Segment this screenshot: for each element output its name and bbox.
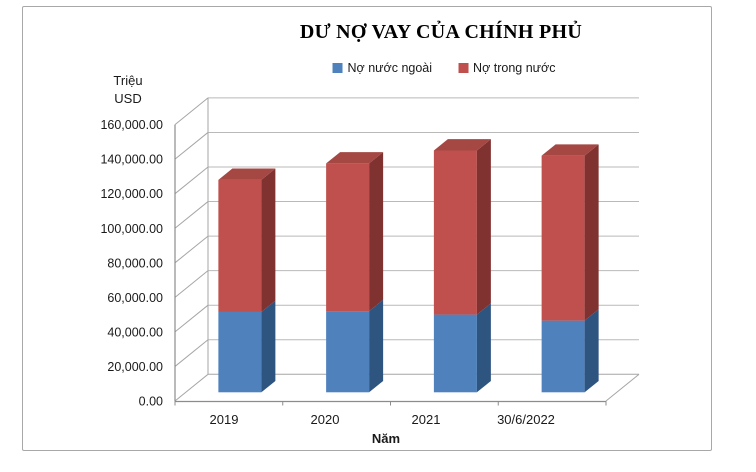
- bar-segment-side-30/6/2022-1: [584, 144, 599, 321]
- y-tick-label: 160,000.00: [100, 118, 163, 132]
- bar-segment-front-30/6/2022-1: [541, 155, 585, 321]
- y-tick-label: 100,000.00: [100, 222, 163, 236]
- chart-title: DƯ NỢ VAY CỦA CHÍNH PHỦ: [299, 21, 583, 43]
- legend: Nợ nước ngoài Nợ trong nước: [332, 61, 555, 75]
- bar-segment-front-2019-1: [218, 179, 262, 312]
- x-category-label: 30/6/2022: [497, 412, 555, 427]
- bar-segment-front-30/6/2022-0: [541, 320, 585, 393]
- tick-depth-line: [174, 132, 209, 160]
- tick-depth-line: [174, 270, 209, 298]
- y-axis-unit-label: Triệu USD: [113, 72, 142, 108]
- y-tick-label: 60,000.00: [107, 291, 163, 305]
- floor-right-edge: [605, 373, 640, 402]
- bar-segment-side-2020-0: [369, 299, 384, 393]
- y-tick-label: 140,000.00: [100, 153, 163, 167]
- bar-segment-side-2021-0: [476, 303, 491, 393]
- y-axis-unit-line2: USD: [114, 91, 142, 106]
- x-category-label: 2019: [210, 412, 239, 427]
- tick-depth-line: [174, 97, 209, 125]
- y-axis-unit-line1: Triệu: [113, 73, 143, 88]
- y-tick-label: 20,000.00: [107, 360, 163, 374]
- x-axis-title: Năm: [371, 431, 401, 446]
- tick-depth-line: [174, 373, 209, 402]
- y-tick-label: 120,000.00: [100, 187, 163, 201]
- y-tick-label: 80,000.00: [107, 256, 163, 270]
- tick-depth-line: [174, 201, 209, 229]
- y-tick-label: 0.00: [139, 395, 163, 409]
- legend-item-domestic-debt: Nợ trong nước: [458, 61, 555, 75]
- bar-segment-side-30/6/2022-0: [584, 309, 599, 393]
- bar-top-2021: [433, 139, 491, 151]
- legend-item-foreign-debt: Nợ nước ngoài: [332, 61, 433, 75]
- legend-swatch-domestic-debt: [458, 63, 469, 73]
- legend-label-foreign-debt: Nợ nước ngoài: [347, 61, 433, 75]
- bar-segment-side-2019-1: [261, 168, 276, 312]
- tick-depth-line: [174, 304, 209, 333]
- bar-segment-side-2021-1: [476, 139, 491, 315]
- bar-segment-front-2021-1: [433, 150, 477, 315]
- x-category-label: 2020: [311, 412, 340, 427]
- bar-segment-front-2019-0: [218, 311, 262, 393]
- x-category-label: 2021: [412, 412, 441, 427]
- bar-segment-side-2019-0: [261, 300, 276, 393]
- tick-depth-line: [174, 339, 209, 367]
- bar-segment-front-2020-1: [326, 163, 370, 312]
- bar-top-30/6/2022: [541, 144, 599, 156]
- legend-swatch-foreign-debt: [332, 63, 343, 73]
- bar-segment-front-2021-0: [433, 314, 477, 393]
- legend-label-domestic-debt: Nợ trong nước: [473, 61, 556, 75]
- tick-depth-line: [174, 166, 209, 195]
- tick-depth-line: [174, 235, 209, 264]
- bar-top-2019: [218, 168, 276, 180]
- bar-top-2020: [326, 152, 384, 164]
- bar-segment-front-2020-0: [326, 311, 370, 393]
- y-tick-label: 40,000.00: [107, 325, 163, 339]
- bar-segment-side-2020-1: [369, 152, 384, 312]
